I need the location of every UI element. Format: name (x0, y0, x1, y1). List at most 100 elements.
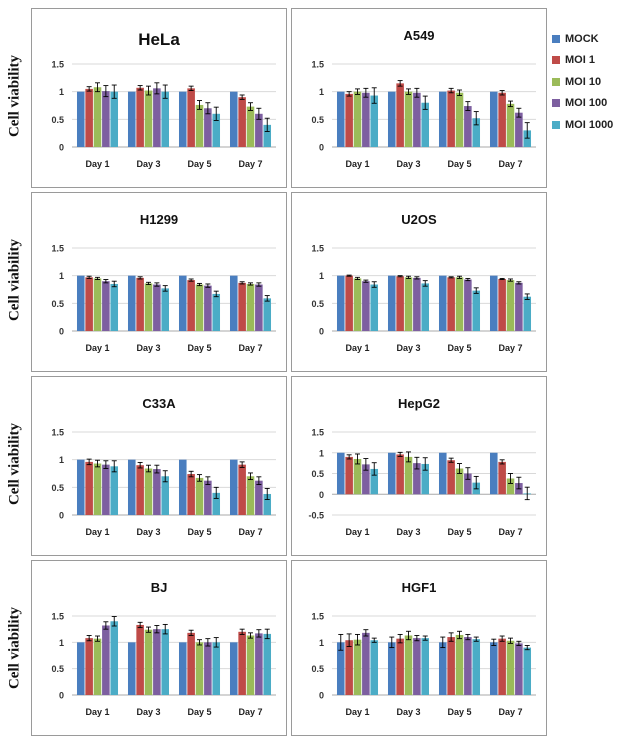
bar (455, 468, 464, 495)
bar (127, 275, 136, 331)
bar (263, 124, 272, 147)
bar (515, 282, 523, 331)
bar (136, 277, 144, 331)
legend-label-moi-1: MOI 1 (565, 54, 595, 67)
y-tick-label: 0 (319, 327, 324, 337)
legend-label-moi-1000: MOI 1000 (565, 118, 614, 131)
bar (336, 452, 345, 495)
legend-item-moi-10: MOI 10 (552, 71, 621, 93)
bar (421, 102, 430, 147)
chart-svg: A549 0 0.5 1 1.5 Day 1 Day 3 Day 5 Day 7 (311, 28, 536, 169)
x-tick-label: Day 7 (498, 159, 522, 169)
bar (195, 284, 204, 331)
chart-svg: BJ 0 0.5 1 1.5 Day 1 Day 3 Day 5 Day 7 (51, 580, 276, 717)
bar (187, 280, 195, 331)
bar (153, 629, 161, 695)
bar (489, 91, 498, 147)
bar (204, 108, 212, 147)
bar (263, 298, 272, 331)
bar (498, 638, 506, 695)
y-tick-label: 0 (59, 143, 64, 153)
y-tick-label: 1 (319, 271, 324, 281)
bar (404, 635, 413, 695)
bar (498, 278, 506, 331)
x-tick-label: Day 1 (85, 343, 109, 353)
y-tick-label: 1 (59, 87, 64, 97)
bar (396, 276, 404, 331)
bar (255, 480, 263, 515)
bar (102, 281, 110, 331)
bar (136, 465, 144, 515)
y-tick-label: 1 (319, 448, 324, 458)
chart-svg: U2OS 0 0.5 1 1.5 Day 1 Day 3 Day 5 Day 7 (311, 212, 536, 353)
bar (178, 275, 187, 331)
y-tick-label: 0 (319, 490, 324, 500)
bar (161, 288, 170, 331)
x-tick-label: Day 5 (187, 343, 211, 353)
chart-panel-bj: BJ 0 0.5 1 1.5 Day 1 Day 3 Day 5 Day 7 (31, 560, 287, 736)
legend-item-mock: MOCK (552, 28, 621, 50)
x-tick-label: Day 7 (238, 343, 262, 353)
y-tick-label: -0.5 (308, 511, 324, 521)
bar (144, 629, 153, 695)
legend-label-mock: MOCK (565, 32, 599, 45)
legend-item-moi-1: MOI 1 (552, 50, 621, 72)
x-tick-label: Day 5 (447, 707, 471, 717)
bar (455, 277, 464, 331)
bar (93, 638, 102, 695)
bar (370, 95, 379, 147)
bar (387, 275, 396, 331)
y-tick-label: 0 (59, 691, 64, 701)
bar (127, 91, 136, 147)
bar (229, 91, 238, 147)
bar (110, 283, 119, 331)
bar (110, 621, 119, 695)
x-tick-label: Day 3 (396, 527, 420, 537)
x-tick-label: Day 1 (345, 159, 369, 169)
bar (76, 459, 85, 515)
bar (204, 642, 212, 695)
bar (229, 275, 238, 331)
y-axis-label-row3: Cell viability (6, 422, 23, 505)
bar (161, 476, 170, 515)
bar (229, 642, 238, 695)
bar (93, 278, 102, 331)
y-axis-label-row1: Cell viability (6, 54, 23, 137)
chart-panel-hela: HeLa 0 0.5 1 1.5 Day 1 Day 3 Day 5 Day 7 (31, 8, 287, 188)
bar (144, 468, 153, 515)
legend-label-moi-100: MOI 100 (565, 97, 608, 110)
bar (387, 452, 396, 495)
legend-item-moi-1000: MOI 1000 (552, 114, 621, 136)
bar (345, 640, 353, 695)
x-tick-label: Day 5 (447, 343, 471, 353)
y-tick-label: 0.5 (51, 664, 64, 674)
bar (353, 91, 362, 147)
bar (187, 474, 195, 515)
bar (238, 631, 246, 695)
y-tick-label: 1 (59, 638, 64, 648)
bar (85, 277, 93, 331)
bar (76, 275, 85, 331)
bar (110, 466, 119, 515)
y-tick-label: 1 (59, 271, 64, 281)
bar (204, 285, 212, 331)
bar (353, 639, 362, 695)
chart-svg: H1299 0 0.5 1 1.5 Day 1 Day 3 Day 5 Day 7 (51, 212, 276, 353)
bar (413, 638, 421, 695)
bar (229, 459, 238, 515)
bar (489, 452, 498, 495)
bar (387, 91, 396, 147)
bar (455, 634, 464, 695)
legend-swatch-moi-10 (552, 77, 560, 86)
bar (195, 104, 204, 147)
bar (362, 92, 370, 147)
bar (263, 493, 272, 515)
bar (362, 632, 370, 695)
bar (85, 461, 93, 515)
chart-title: BJ (151, 580, 168, 595)
bar (447, 277, 455, 331)
bar (370, 284, 379, 331)
bar (421, 283, 430, 331)
bar (212, 293, 221, 331)
bar (370, 468, 379, 495)
